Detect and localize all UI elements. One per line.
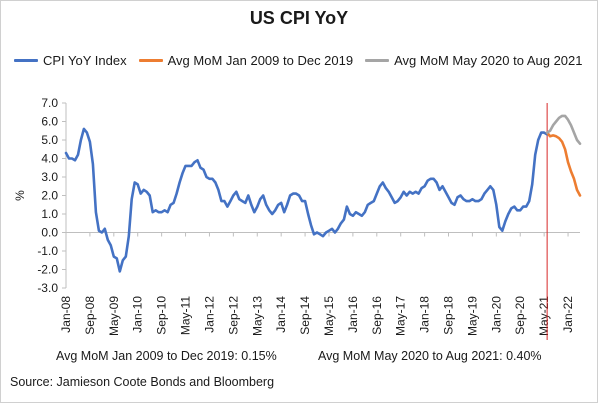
x-tick-label: Sep-20 (513, 296, 527, 335)
y-tick-label: 7.0 (41, 96, 58, 110)
y-tick-label: 3.0 (41, 170, 58, 184)
annotation-avg-2020-2021: Avg MoM May 2020 to Aug 2021: 0.40% (318, 349, 542, 363)
x-tick-label: Jan-10 (131, 296, 145, 333)
legend-swatch-avg-2009-2019 (138, 58, 163, 62)
x-tick-label: May-19 (465, 296, 479, 336)
x-tick-label: May-11 (179, 296, 193, 335)
x-tick-label: May-13 (250, 296, 264, 336)
x-tick-label: Jan-20 (489, 296, 503, 333)
y-axis-label: % (13, 190, 27, 201)
y-tick-label: 0.0 (41, 226, 58, 240)
legend-item-avg-2009-2019: Avg MoM Jan 2009 to Dec 2019 (138, 52, 354, 68)
series-line-avg-2020-2021 (545, 114, 582, 145)
y-tick-label: 2.0 (41, 189, 58, 203)
y-tick-label: -1.0 (37, 244, 58, 258)
x-tick-label: Sep-14 (298, 296, 312, 335)
y-tick-label: -2.0 (37, 263, 58, 277)
chart-title: US CPI YoY (249, 8, 349, 28)
legend-swatch-cpi (14, 58, 38, 62)
y-tick-label: 5.0 (41, 133, 58, 147)
x-tick-label: Jan-18 (418, 296, 432, 333)
x-tick-label: Jan-12 (202, 296, 216, 333)
series-line-cpi (64, 127, 549, 273)
legend: CPI YoY Index Avg MoM Jan 2009 to Dec 20… (14, 52, 595, 68)
series-line-avg-2009-2019 (545, 131, 582, 197)
legend-label-avg-2009-2019: Avg MoM Jan 2009 to Dec 2019 (167, 52, 354, 68)
x-tick-label: Sep-12 (226, 296, 240, 335)
legend-label-cpi: CPI YoY Index (43, 52, 127, 68)
legend-item-cpi: CPI YoY Index (14, 53, 127, 68)
y-tick-label: 6.0 (41, 115, 58, 129)
source-note: Source: Jamieson Coote Bonds and Bloombe… (10, 375, 275, 389)
legend-label-avg-2020-2021: Avg MoM May 2020 to Aug 2021 (394, 52, 583, 68)
y-tick-label: -3.0 (37, 281, 58, 295)
x-tick-label: Jan-22 (561, 296, 575, 333)
annotation-avg-2009-2019: Avg MoM Jan 2009 to Dec 2019: 0.15% (56, 349, 277, 363)
x-tick-label: May-17 (394, 296, 408, 336)
x-tick-label: Sep-18 (442, 296, 456, 335)
x-tick-label: May-21 (537, 296, 551, 336)
y-tick-label: 4.0 (41, 152, 58, 166)
y-tick-label: 1.0 (41, 207, 58, 221)
legend-item-avg-2020-2021: Avg MoM May 2020 to Aug 2021 (365, 52, 583, 68)
x-tick-label: Jan-16 (346, 296, 360, 333)
x-tick-label: Sep-10 (155, 296, 169, 335)
x-tick-label: May-15 (322, 296, 336, 336)
x-tick-label: Sep-08 (83, 296, 97, 335)
x-tick-label: May-09 (107, 296, 121, 336)
x-tick-label: Sep-16 (370, 296, 384, 335)
x-tick-label: Jan-14 (274, 296, 288, 333)
x-tick-label: Jan-08 (59, 296, 73, 333)
legend-swatch-avg-2020-2021 (365, 58, 390, 62)
